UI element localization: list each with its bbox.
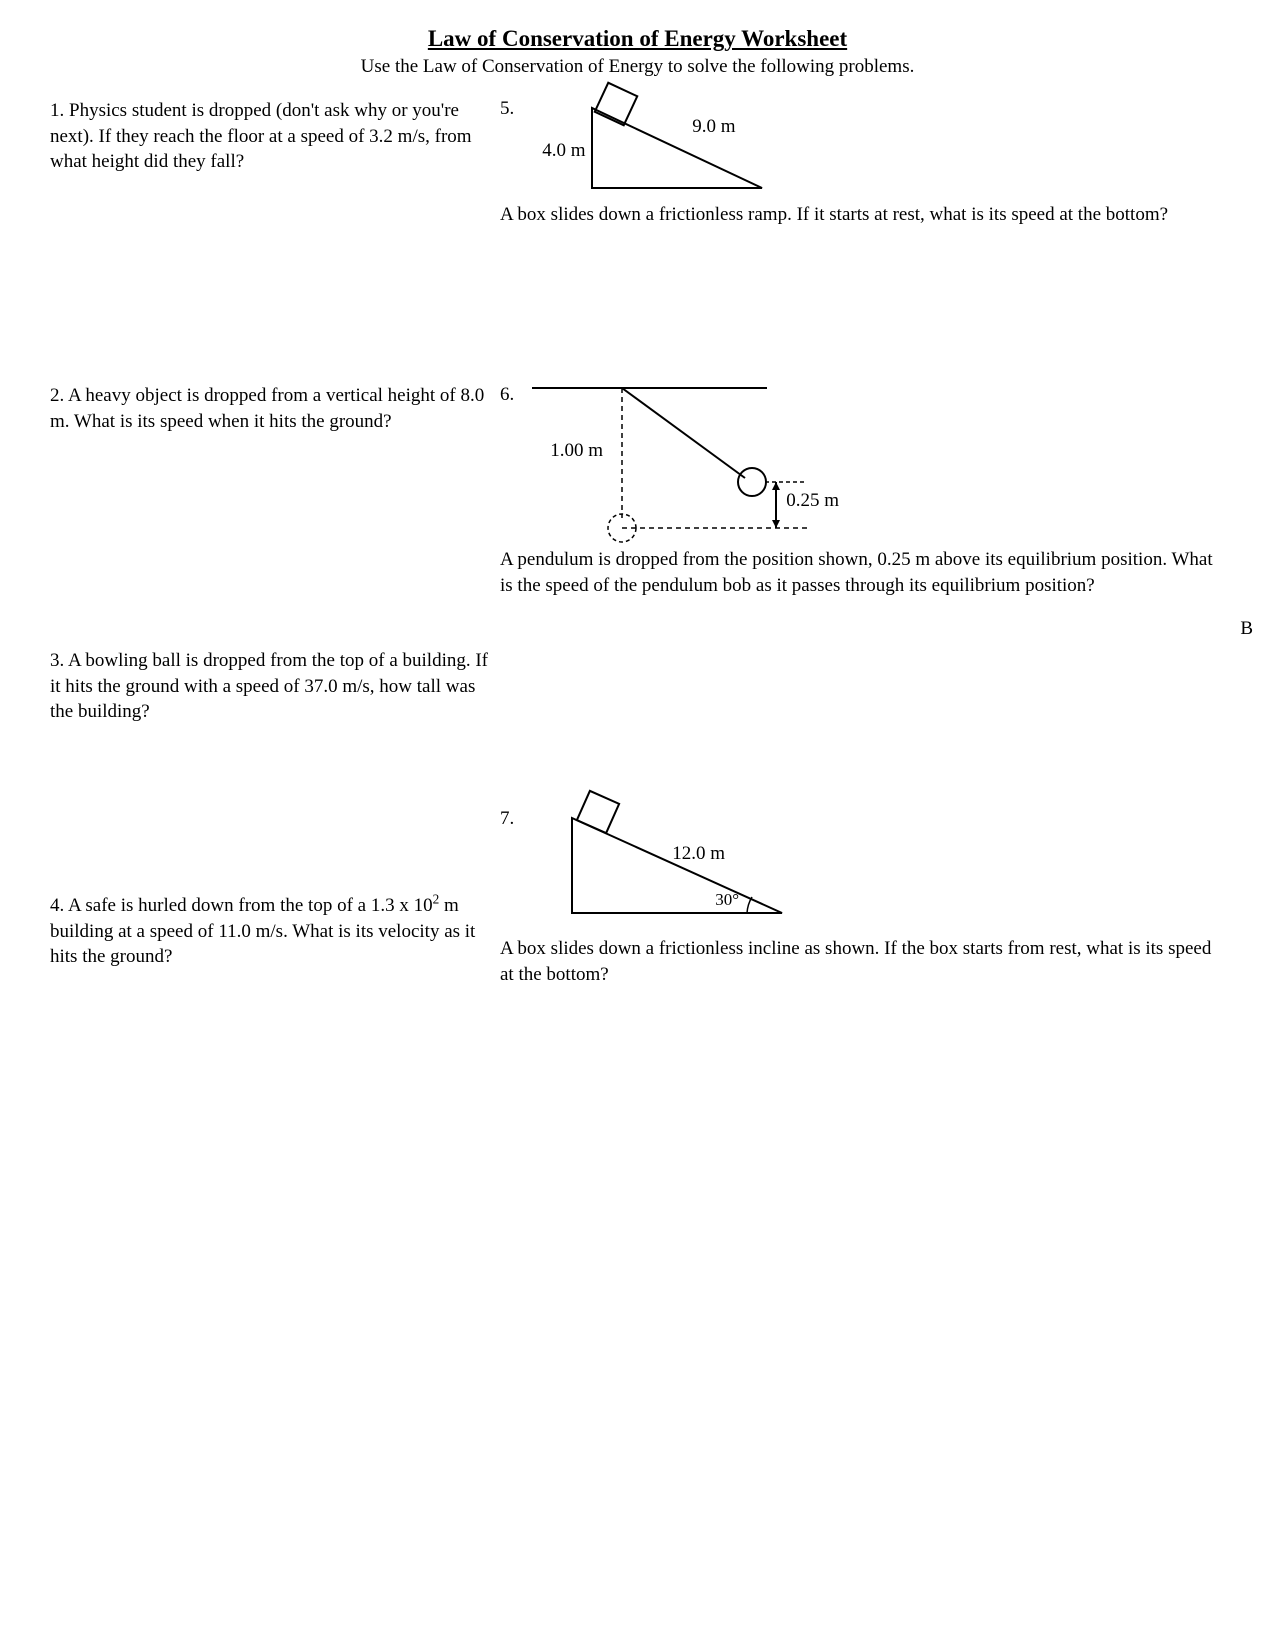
problem-7-diagram: 12.0 m 30° — [542, 808, 802, 928]
problem-6-block: 6. — [500, 378, 1225, 608]
pendulum-drop-label: 0.25 m — [786, 490, 839, 512]
problem-7-text: A box slides down a frictionless incline… — [500, 936, 1225, 987]
problem-5-block: 5. 4.0 m 9.0 m A box slides down a frict… — [500, 98, 1225, 238]
problem-1-number: 1. — [50, 100, 64, 121]
problem-4-text-a: A safe is hurled down from the top of a … — [68, 895, 433, 916]
right-column: 5. 4.0 m 9.0 m A box slides down a frict… — [500, 98, 1225, 980]
ramp-diagram-icon — [552, 98, 812, 198]
worksheet-subtitle: Use the Law of Conservation of Energy to… — [50, 56, 1225, 78]
problem-2-number: 2. — [50, 385, 64, 406]
problem-6-number: 6. — [500, 384, 514, 406]
problem-5-diagram: 4.0 m 9.0 m — [552, 98, 812, 198]
problem-6-text: A pendulum is dropped from the position … — [500, 547, 1225, 598]
problem-2-text: A heavy object is dropped from a vertica… — [50, 385, 484, 432]
ramp-height-label: 4.0 m — [542, 140, 585, 162]
problem-6-diagram: 1.00 m 0.25 m — [532, 378, 852, 543]
problem-2: 2. A heavy object is dropped from a vert… — [50, 383, 490, 638]
problem-5-number: 5. — [500, 98, 514, 120]
margin-note-b: B — [1240, 618, 1253, 640]
problem-1: 1. Physics student is dropped (don't ask… — [50, 98, 490, 373]
ramp-hyp-label: 9.0 m — [692, 116, 735, 138]
problem-4-number: 4. — [50, 895, 64, 916]
problem-7-number: 7. — [500, 808, 514, 830]
incline-angle-label: 30° — [715, 890, 739, 910]
problem-3: 3. A bowling ball is dropped from the to… — [50, 648, 490, 883]
incline-diagram-icon — [542, 808, 802, 928]
problem-5-text: A box slides down a frictionless ramp. I… — [500, 202, 1225, 228]
worksheet-title: Law of Conservation of Energy Worksheet — [50, 26, 1225, 52]
problem-3-text: A bowling ball is dropped from the top o… — [50, 650, 488, 722]
pendulum-length-label: 1.00 m — [550, 440, 603, 462]
left-column: 1. Physics student is dropped (don't ask… — [50, 98, 490, 980]
problem-7-block: 7. 12.0 m 30° A box slides down a fricti… — [500, 808, 1225, 997]
problem-4: 4. A safe is hurled down from the top of… — [50, 893, 490, 970]
content-columns: 1. Physics student is dropped (don't ask… — [50, 98, 1225, 980]
problem-3-number: 3. — [50, 650, 64, 671]
problem-1-text: Physics student is dropped (don't ask wh… — [50, 100, 472, 172]
incline-hyp-label: 12.0 m — [672, 843, 725, 865]
